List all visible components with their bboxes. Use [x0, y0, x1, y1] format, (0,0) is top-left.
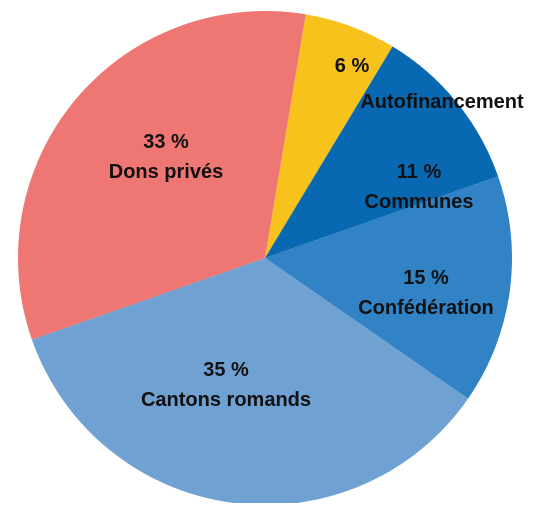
- slice-value-label: 33 %: [143, 131, 189, 153]
- pie-slice-conf-d-ration: [265, 176, 513, 399]
- slice-label-group: 11 % Communes: [365, 161, 474, 213]
- slice-label-group: 15 % Confédération: [358, 267, 494, 319]
- slice-category-label: Confédération: [358, 297, 494, 319]
- slice-label-group: 33 % Dons privés: [109, 131, 223, 183]
- slice-category-label: Communes: [365, 191, 474, 213]
- slice-category-label: Cantons romands: [141, 389, 311, 411]
- slice-value-label: 15 %: [403, 267, 449, 289]
- pie-slice-autofinancement: [265, 14, 393, 259]
- slice-category-label: Autofinancement: [360, 91, 524, 113]
- pie-slice-communes: [265, 46, 499, 258]
- pie-slice-cantons-romands: [31, 258, 469, 506]
- pie-labels: 6 % Autofinancement 11 % Communes 15 % Conféd…: [109, 55, 524, 411]
- slice-label-group: 35 % Cantons romands: [141, 359, 311, 411]
- slice-value-label: 11 %: [397, 161, 442, 183]
- pie-slices: [17, 11, 513, 506]
- slice-value-label: 35 %: [203, 359, 249, 381]
- slice-value-label: 6 %: [335, 55, 370, 77]
- slice-label-group: 6 % Autofinancement: [335, 55, 524, 113]
- pie-slice-dons-priv-s: [17, 11, 306, 340]
- slice-category-label: Dons privés: [109, 161, 223, 183]
